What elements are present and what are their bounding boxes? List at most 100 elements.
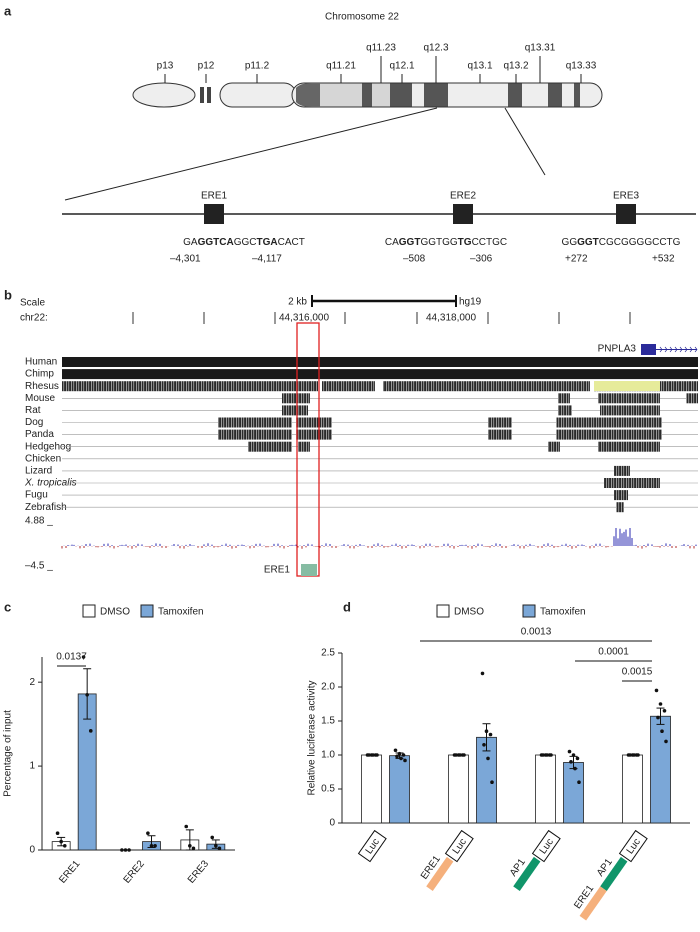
gene-arrow <box>679 346 683 353</box>
data-point <box>395 754 399 759</box>
ere-name: ERE3 <box>613 191 640 202</box>
highlight-feature <box>301 564 317 576</box>
sequence-part: CA <box>385 237 399 248</box>
conservation-block <box>556 429 662 440</box>
band-label: p12 <box>198 61 215 72</box>
species-label: Panda <box>25 429 54 440</box>
gene-arrow <box>664 346 668 353</box>
y-axis-title: Relative luciferase activity <box>307 680 318 795</box>
conservation-block <box>282 393 310 404</box>
y-tick-label: 1 <box>29 761 35 772</box>
data-point <box>573 766 577 771</box>
data-point <box>59 839 63 844</box>
conservation-block <box>218 417 292 428</box>
data-point <box>545 753 549 757</box>
sequence-part: GGTGG <box>420 237 457 248</box>
sequence-part: GGC <box>234 237 257 248</box>
ere-start: –4,301 <box>170 254 201 265</box>
legend-swatch <box>436 604 450 618</box>
sequence-part: GGTCA <box>198 237 234 248</box>
data-point <box>567 749 572 754</box>
conservation-block <box>614 490 628 501</box>
chromosome-title: Chromosome 22 <box>325 12 399 23</box>
conservation-block <box>598 393 660 404</box>
ere-start: –508 <box>403 254 426 265</box>
highlight-band <box>594 381 660 391</box>
y-tick-label: 0.5 <box>321 784 335 795</box>
band-label: p13 <box>157 61 174 72</box>
data-point <box>375 753 379 757</box>
data-point <box>488 732 493 737</box>
p-value: 0.0013 <box>521 627 552 638</box>
conservation-block <box>62 369 698 380</box>
data-point <box>403 758 407 763</box>
band-label: q13.33 <box>566 61 597 72</box>
data-point <box>85 692 89 697</box>
band-label: q13.2 <box>503 61 528 72</box>
bar <box>389 755 410 824</box>
data-point <box>367 753 371 757</box>
p12-band <box>200 87 204 103</box>
gene-arrow <box>669 346 673 353</box>
sequence-part: CGCGGGGCCTG <box>599 237 681 248</box>
y-tick-label: 1.5 <box>321 716 335 727</box>
legend-label: Tamoxifen <box>158 607 204 618</box>
data-point <box>127 848 131 852</box>
dark-band <box>424 83 448 107</box>
data-point <box>662 709 667 713</box>
data-point <box>660 729 664 733</box>
ere-end: +532 <box>652 254 675 265</box>
gene-arrow <box>689 346 693 353</box>
dark-band <box>508 83 522 107</box>
gene-arrow <box>684 346 688 353</box>
conservation-block <box>558 405 572 416</box>
sequence-part: GA <box>183 237 198 248</box>
data-point <box>188 844 192 848</box>
sequence-part: GG <box>562 237 578 248</box>
y-axis-title: Percentage of input <box>3 710 14 797</box>
conservation-block <box>616 502 624 513</box>
band-label: q12.3 <box>423 43 448 54</box>
conservation-block <box>296 417 332 428</box>
data-point <box>399 756 403 761</box>
data-point <box>569 760 573 764</box>
p12-band <box>207 87 211 103</box>
data-point <box>153 844 157 848</box>
band-label: q11.23 <box>366 43 396 54</box>
conservation-block <box>686 393 698 404</box>
data-point <box>146 831 150 836</box>
data-point <box>490 780 494 784</box>
conservation-block <box>298 441 310 452</box>
data-point <box>571 753 576 757</box>
conservation-block <box>600 405 660 416</box>
x-tick-label: ERE1 <box>57 858 82 885</box>
bar <box>563 762 584 824</box>
species-label: Mouse <box>25 393 55 404</box>
ere-name: ERE2 <box>450 191 477 202</box>
zoom-line <box>504 107 546 176</box>
data-point <box>632 753 636 757</box>
data-point <box>577 780 581 784</box>
data-point <box>480 671 485 676</box>
conservation-block <box>558 393 570 404</box>
ere-name: ERE1 <box>201 191 228 202</box>
ere-end: –4,117 <box>252 254 282 265</box>
species-label: X. tropicalis <box>24 478 77 489</box>
construct: Luc <box>357 829 387 863</box>
conservation-block <box>548 441 560 452</box>
data-point <box>486 756 490 761</box>
conservation-block <box>296 429 332 440</box>
conservation-block <box>218 429 292 440</box>
construct-element <box>600 856 628 891</box>
gene-arrow <box>659 346 663 353</box>
position-label: 44,316,000 <box>279 313 329 324</box>
y-tick-label: 2.5 <box>321 648 335 659</box>
scale-bar-label: 2 kb <box>288 297 307 308</box>
dark-band <box>390 83 412 107</box>
legend-label: Tamoxifen <box>540 607 586 618</box>
conservation-block <box>282 405 308 416</box>
ere-box <box>453 204 473 224</box>
gene-arrow <box>674 346 678 353</box>
